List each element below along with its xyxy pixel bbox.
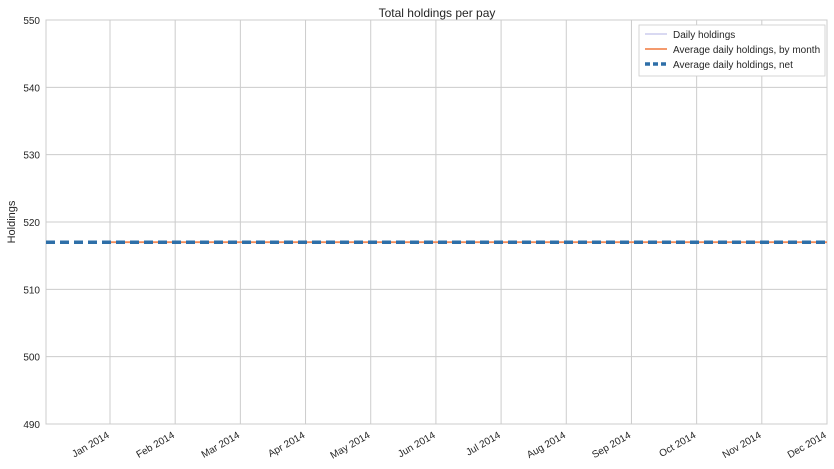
chart-title: Total holdings per pay [379, 6, 496, 20]
x-tick-label-9: Sep 2014 [590, 430, 633, 461]
x-tick-label-4: Apr 2014 [266, 430, 307, 460]
y-tick-label-500: 500 [23, 353, 40, 364]
y-tick-label-520: 520 [23, 218, 40, 229]
x-tick-label-10: Oct 2014 [657, 430, 698, 460]
y-tick-label-550: 550 [23, 16, 40, 27]
x-tick-label-8: Aug 2014 [525, 430, 568, 461]
legend: Daily holdings Average daily holdings, b… [638, 24, 826, 77]
y-axis-label: Holdings [6, 200, 18, 243]
x-tick-label-1: Jan 2014 [70, 430, 112, 460]
x-tick-label-12: Dec 2014 [786, 430, 829, 461]
x-tick-label-6: Jun 2014 [396, 430, 438, 460]
x-tick-label-2: Feb 2014 [135, 430, 177, 461]
legend-label-average-net: Average daily holdings, net [673, 60, 793, 71]
y-tick-label-510: 510 [23, 285, 40, 296]
legend-box [638, 24, 826, 77]
y-tick-label-540: 540 [23, 83, 40, 94]
y-tick-label-530: 530 [23, 151, 40, 162]
x-tick-label-5: May 2014 [329, 430, 373, 462]
x-tick-label-11: Nov 2014 [721, 430, 764, 461]
y-tick-labels: 490 500 510 520 530 540 550 [23, 16, 40, 431]
legend-label-daily-holdings: Daily holdings [673, 30, 735, 41]
y-tick-label-490: 490 [23, 420, 40, 431]
x-tick-labels: Jan 2014 Feb 2014 Mar 2014 Apr 2014 May 2014… [70, 430, 829, 462]
grid [46, 19, 828, 425]
legend-label-average-by-month: Average daily holdings, by month [673, 45, 820, 56]
plot-frame [45, 19, 828, 425]
x-tick-label-7: Jul 2014 [464, 430, 503, 459]
x-tick-label-3: Mar 2014 [200, 430, 242, 461]
